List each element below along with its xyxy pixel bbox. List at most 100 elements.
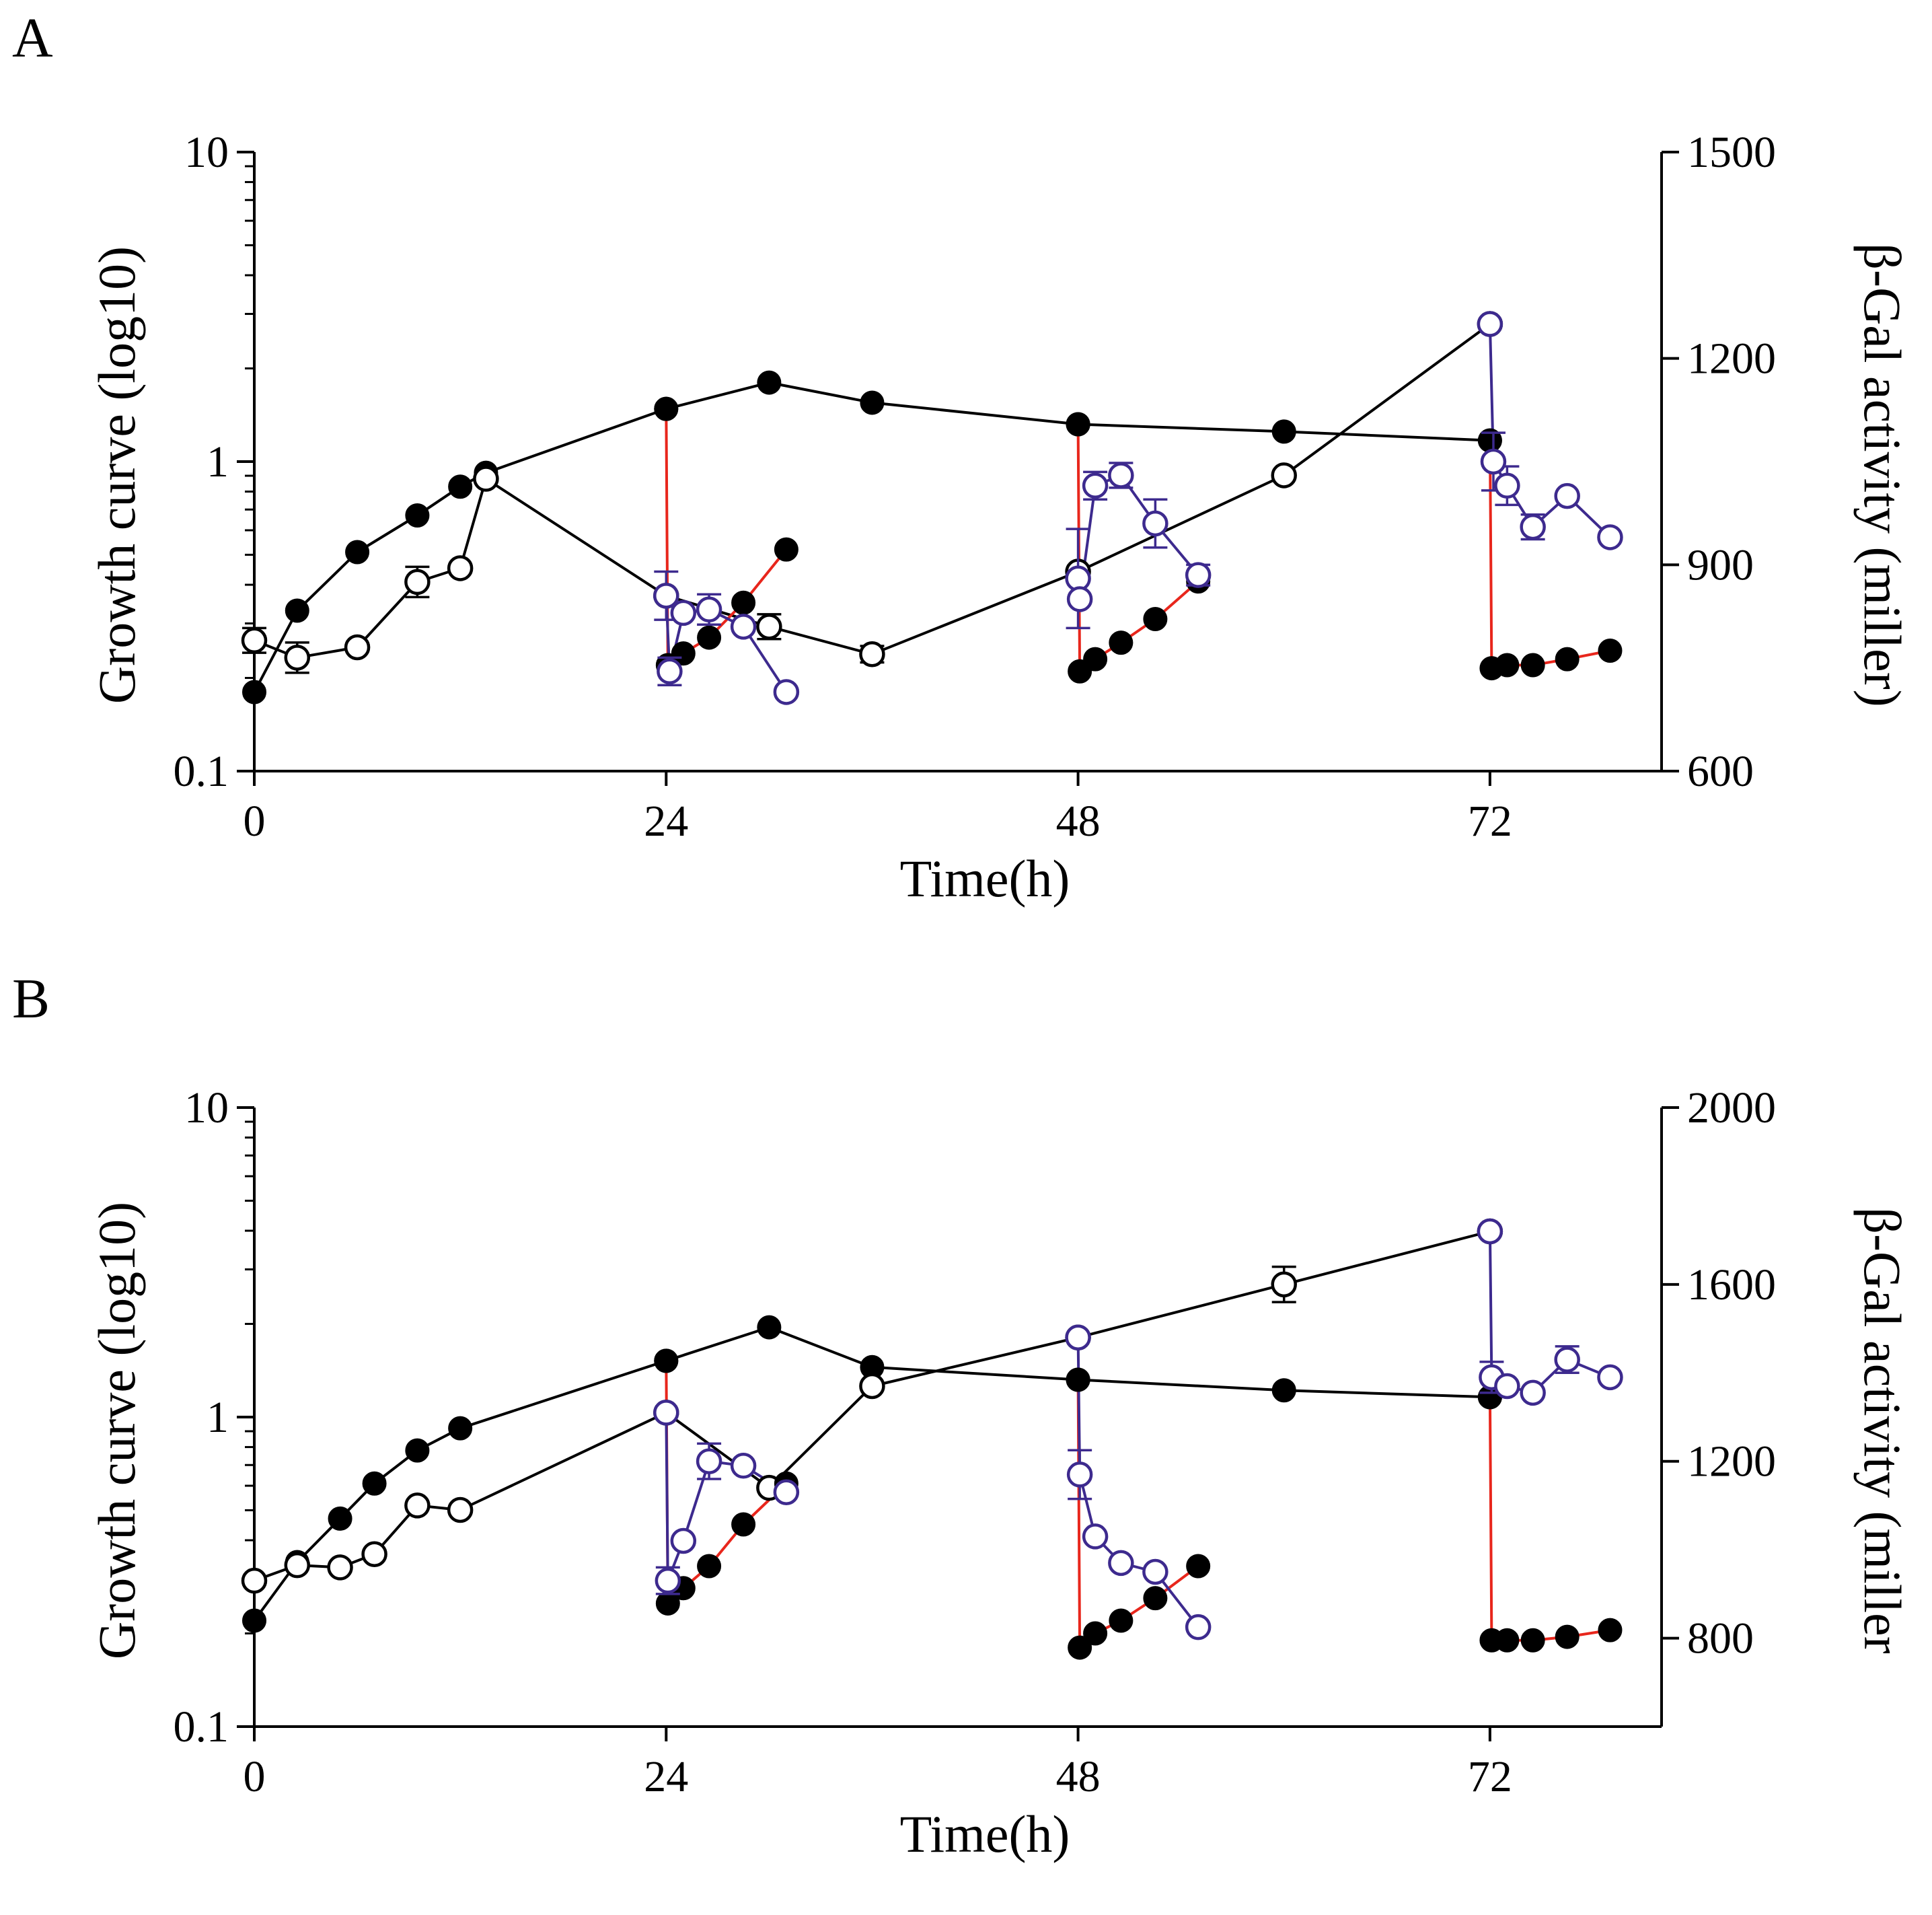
- y-left-tick-label: 1: [207, 1393, 229, 1442]
- data-point-open: [657, 658, 683, 685]
- data-point-filled: [1109, 630, 1134, 655]
- data-point-open: [1065, 1324, 1091, 1350]
- series-line: [254, 1230, 1491, 1582]
- data-point-open: [859, 1373, 885, 1400]
- y-right-tick-label: 1500: [1687, 128, 1776, 177]
- y-right-tick-label: 1600: [1687, 1260, 1776, 1309]
- data-point-filled: [757, 1315, 782, 1340]
- data-point-filled: [1598, 638, 1623, 663]
- data-point-open: [1554, 1346, 1580, 1373]
- x-tick-label: 72: [1468, 1752, 1512, 1801]
- data-point-open: [1108, 1550, 1134, 1577]
- data-point-open: [241, 1567, 268, 1594]
- series-line: [1488, 1231, 1611, 1394]
- x-axis-title: Time(h): [900, 849, 1070, 908]
- data-point-open: [696, 1448, 722, 1474]
- series-line: [1076, 424, 1199, 673]
- series-markers: [241, 311, 1623, 705]
- plot-area: [237, 151, 1679, 786]
- data-point-open: [1142, 1558, 1168, 1585]
- data-point-open: [1597, 524, 1623, 550]
- data-point-filled: [242, 680, 266, 704]
- x-tick-label: 0: [244, 797, 266, 846]
- data-point-open: [730, 614, 757, 640]
- data-point-filled: [1495, 1628, 1520, 1653]
- data-point-open: [284, 1552, 311, 1579]
- data-point-open: [773, 1479, 800, 1505]
- data-point-filled: [671, 641, 696, 666]
- data-point-open: [327, 1554, 353, 1581]
- y-right-axis-title: β-Gal activity (miller: [1853, 1207, 1912, 1653]
- y-right-tick-label: 600: [1687, 747, 1754, 796]
- data-point-filled: [405, 1438, 430, 1463]
- data-point-open: [1066, 1461, 1093, 1488]
- panel-b: B 0 24 48 72 0.1 1 10 800 1200 1600 2000…: [12, 968, 1912, 1863]
- y-right-axis-title: β-Gal activity (miller): [1853, 243, 1912, 707]
- series-line: [254, 322, 1491, 659]
- data-point-open: [1520, 1379, 1546, 1406]
- y-right-axis-ticks: 600 900 1200 1500: [1687, 128, 1776, 796]
- x-axis-ticks: 0 24 48 72: [244, 1752, 1512, 1801]
- data-point-filled: [697, 1554, 722, 1579]
- data-point-filled: [654, 396, 679, 421]
- data-point-filled: [448, 474, 473, 499]
- data-point-open: [447, 1496, 474, 1523]
- data-point-filled: [757, 370, 782, 395]
- data-point-open: [241, 627, 268, 654]
- y-left-axis-ticks: 0.1 1 10: [174, 1083, 229, 1751]
- data-point-filled: [1271, 1378, 1296, 1403]
- panel-a: A 0 24 48 72 0.1 1 10 600 900 1200 1500 …: [12, 7, 1912, 908]
- data-point-filled: [731, 1512, 756, 1537]
- data-point-filled: [345, 540, 370, 565]
- data-point-filled: [1143, 1586, 1168, 1611]
- data-point-open: [1477, 1218, 1503, 1245]
- data-point-filled: [1520, 653, 1545, 678]
- data-point-open: [756, 614, 782, 640]
- data-point-filled: [1271, 419, 1296, 444]
- x-axis-ticks: 0 24 48 72: [244, 797, 1512, 846]
- data-point-open: [1082, 1523, 1109, 1550]
- panel-label: B: [12, 968, 50, 1030]
- data-point-open: [670, 1527, 697, 1554]
- data-point-filled: [1083, 647, 1108, 672]
- data-point-open: [1520, 513, 1546, 540]
- data-point-open: [361, 1541, 387, 1567]
- x-tick-label: 72: [1468, 797, 1512, 846]
- y-right-tick-label: 1200: [1687, 334, 1776, 384]
- data-point-open: [1494, 472, 1520, 499]
- y-right-axis-ticks: 800 1200 1600 2000: [1687, 1083, 1776, 1663]
- data-point-open: [404, 569, 431, 595]
- data-point-filled: [1598, 1618, 1623, 1642]
- data-point-filled: [448, 1416, 473, 1441]
- data-point-filled: [362, 1471, 387, 1496]
- x-tick-label: 0: [244, 1752, 266, 1801]
- series-line: [1488, 1397, 1610, 1642]
- data-point-open: [1271, 462, 1297, 489]
- data-point-filled: [405, 503, 430, 528]
- data-point-open: [1597, 1364, 1623, 1391]
- data-point-open: [773, 679, 800, 705]
- y-left-axis-ticks: 0.1 1 10: [174, 128, 229, 796]
- data-point-filled: [654, 1348, 679, 1373]
- data-point-filled: [774, 537, 798, 562]
- y-right-tick-label: 900: [1687, 540, 1754, 589]
- data-point-filled: [1083, 1621, 1108, 1646]
- data-point-filled: [328, 1506, 352, 1531]
- data-point-open: [447, 555, 474, 581]
- y-left-axis-title: Growth curve (log10): [87, 1202, 146, 1659]
- data-point-filled: [1109, 1608, 1134, 1633]
- data-point-open: [1142, 510, 1168, 537]
- data-point-open: [696, 596, 722, 623]
- x-tick-label: 24: [644, 797, 688, 846]
- series-line: [253, 381, 1490, 693]
- data-point-open: [284, 645, 311, 671]
- y-right-tick-label: 800: [1687, 1614, 1754, 1663]
- x-axis-title: Time(h): [900, 1805, 1070, 1863]
- data-point-open: [1185, 562, 1212, 588]
- series-markers: [241, 1218, 1623, 1660]
- y-left-tick-label: 0.1: [174, 747, 229, 796]
- data-point-filled: [1555, 1624, 1580, 1649]
- data-point-open: [653, 1400, 679, 1426]
- data-point-filled: [731, 590, 756, 615]
- data-point-open: [404, 1492, 431, 1519]
